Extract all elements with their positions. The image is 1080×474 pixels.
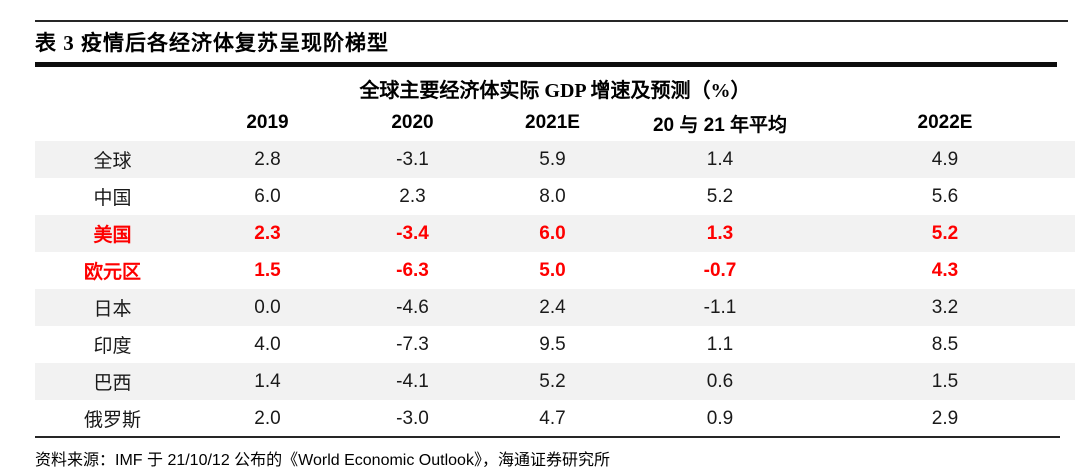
table-row-usa: 美国 2.3 -3.4 6.0 1.3 5.2 (35, 215, 1075, 252)
table-subtitle: 全球主要经济体实际 GDP 增速及预测（%） (359, 80, 751, 102)
cell-value: 0.0 (190, 289, 345, 326)
table-row-india: 印度 4.0 -7.3 9.5 1.1 8.5 (35, 326, 1075, 363)
cell-value: 6.0 (254, 185, 281, 207)
header-cell-2020: 2020 (391, 112, 434, 133)
row-label: 美国 (35, 215, 190, 252)
cell-value: 1.3 (625, 215, 815, 252)
cell-value: 5.2 (815, 215, 1075, 252)
cell-value: -3.0 (396, 407, 429, 429)
row-label: 欧元区 (83, 262, 141, 283)
cell-value: -3.1 (345, 141, 480, 178)
row-label: 中国 (93, 188, 132, 209)
header-row: 2019 2020 2021E 20 与 21 年平均 2022E (35, 105, 1075, 141)
cell-value: -4.1 (345, 363, 480, 400)
cell-value: -1.1 (625, 289, 815, 326)
cell-value: 1.4 (625, 141, 815, 178)
gdp-growth-table: 2019 2020 2021E 20 与 21 年平均 2022E 全球 2.8… (35, 105, 1075, 437)
bottom-divider (35, 436, 1060, 438)
header-cell-avg-20-21: 20 与 21 年平均 (652, 114, 788, 136)
cell-value: 5.0 (539, 259, 566, 281)
cell-value: -6.3 (396, 259, 429, 281)
cell-value: 5.9 (480, 141, 625, 178)
cell-value: -7.3 (396, 333, 429, 355)
row-label: 全球 (35, 141, 190, 178)
cell-value: 0.9 (706, 407, 734, 429)
cell-value: 0.6 (625, 363, 815, 400)
cell-value: 4.3 (931, 259, 959, 281)
top-divider (35, 20, 1068, 22)
header-cell-2019: 2019 (246, 112, 289, 133)
header-cell-2022e: 2022E (917, 112, 973, 133)
table-title: 表 3 疫情后各经济体复苏呈现阶梯型 (35, 31, 389, 55)
cell-value: 4.0 (254, 333, 281, 355)
title-divider (35, 62, 1057, 67)
table-row-japan: 日本 0.0 -4.6 2.4 -1.1 3.2 (35, 289, 1075, 326)
cell-value: -0.7 (703, 259, 737, 281)
cell-value: 1.5 (815, 363, 1075, 400)
row-label: 印度 (93, 336, 132, 357)
table-row-china: 中国 6.0 2.3 8.0 5.2 5.6 (35, 178, 1075, 215)
cell-value: 9.5 (539, 333, 566, 355)
table-row-russia: 俄罗斯 2.0 -3.0 4.7 0.9 2.9 (35, 400, 1075, 437)
cell-value: 5.2 (480, 363, 625, 400)
cell-value: 4.7 (539, 407, 566, 429)
cell-value: 5.2 (706, 185, 734, 207)
cell-value: 2.4 (480, 289, 625, 326)
cell-value: 2.8 (190, 141, 345, 178)
cell-value: 2.3 (190, 215, 345, 252)
header-cell-label (35, 105, 190, 141)
cell-value: 1.4 (190, 363, 345, 400)
cell-value: 8.0 (539, 185, 566, 207)
table-row-eurozone: 欧元区 1.5 -6.3 5.0 -0.7 4.3 (35, 252, 1075, 289)
row-label: 巴西 (35, 363, 190, 400)
cell-value: 3.2 (815, 289, 1075, 326)
cell-value: 6.0 (480, 215, 625, 252)
cell-value: 2.0 (254, 407, 281, 429)
cell-value: 2.3 (399, 185, 426, 207)
row-label: 日本 (35, 289, 190, 326)
row-label: 俄罗斯 (83, 410, 141, 431)
cell-value: 5.6 (931, 185, 959, 207)
cell-value: 2.9 (931, 407, 959, 429)
cell-value: 1.1 (706, 333, 734, 355)
cell-value: -3.4 (345, 215, 480, 252)
table-row-global: 全球 2.8 -3.1 5.9 1.4 4.9 (35, 141, 1075, 178)
cell-value: 4.9 (815, 141, 1075, 178)
cell-value: 1.5 (254, 259, 281, 281)
source-note: 资料来源：IMF 于 21/10/12 公布的《World Economic O… (35, 452, 610, 469)
cell-value: 8.5 (931, 333, 959, 355)
header-cell-2021e: 2021E (525, 112, 580, 133)
cell-value: -4.6 (345, 289, 480, 326)
table-row-brazil: 巴西 1.4 -4.1 5.2 0.6 1.5 (35, 363, 1075, 400)
